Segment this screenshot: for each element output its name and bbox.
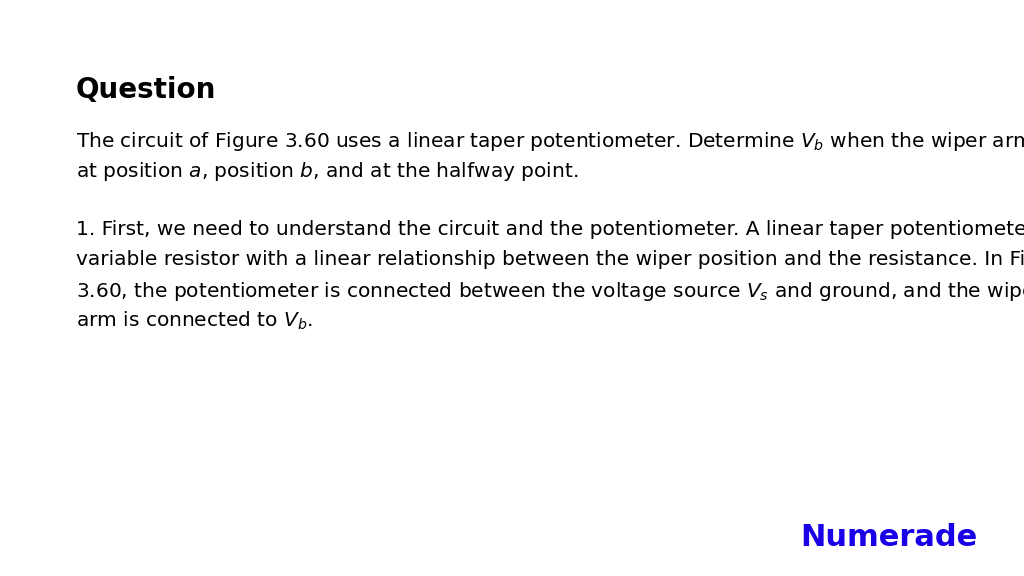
Text: 3.60, the potentiometer is connected between the voltage source $V_s$ and ground: 3.60, the potentiometer is connected bet… <box>76 280 1024 303</box>
Text: Numerade: Numerade <box>801 523 978 552</box>
Text: variable resistor with a linear relationship between the wiper position and the : variable resistor with a linear relation… <box>76 250 1024 269</box>
Text: at position $a$, position $b$, and at the halfway point.: at position $a$, position $b$, and at th… <box>76 160 579 183</box>
Text: arm is connected to $V_b$.: arm is connected to $V_b$. <box>76 310 313 332</box>
Text: 1. First, we need to understand the circuit and the potentiometer. A linear tape: 1. First, we need to understand the circ… <box>76 220 1024 239</box>
Text: Question: Question <box>76 76 216 104</box>
Text: The circuit of Figure 3.60 uses a linear taper potentiometer. Determine $V_b$ wh: The circuit of Figure 3.60 uses a linear… <box>76 130 1024 153</box>
